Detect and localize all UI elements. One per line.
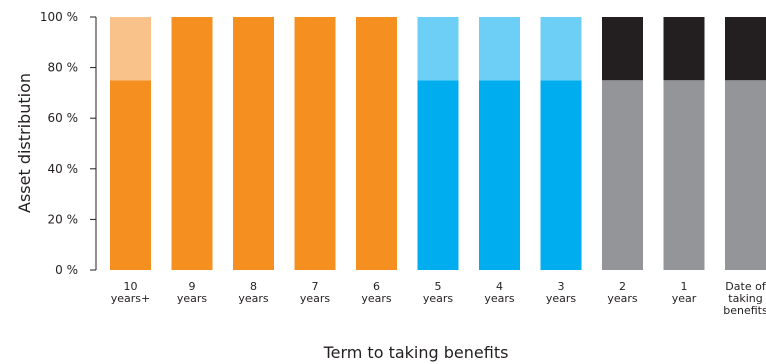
- bar-segment-1-2: [110, 17, 151, 81]
- y-tick-label: 100 %: [40, 10, 78, 24]
- bar-segment-9-1: [602, 80, 643, 270]
- bar-segment-10-2: [663, 17, 705, 81]
- bar-segment-3-1: [233, 17, 274, 270]
- x-tick-label: 5 years: [423, 280, 454, 305]
- x-axis-label: Term to taking benefits: [323, 343, 509, 362]
- y-axis-label: Asset distribution: [15, 73, 34, 213]
- y-tick-label: 20 %: [48, 212, 79, 226]
- y-axis: 0 % 20 % 40 % 60 % 80 % 100 %: [40, 10, 97, 277]
- x-tick-label: 1 year: [672, 280, 697, 305]
- bar-segment-6-1: [417, 80, 459, 270]
- bar-segment-4-1: [294, 17, 336, 270]
- x-axis: 10 years+ 9 years 8 years 7 years 6 years 5 years 4 y…: [111, 280, 766, 317]
- bar-segment-11-1: [725, 80, 766, 270]
- x-tick-label: 6 years: [361, 280, 392, 305]
- x-tick-label: Date of taking benefits: [723, 280, 766, 317]
- y-tick-label: 40 %: [48, 162, 79, 176]
- bar-segment-11-2: [725, 17, 766, 81]
- y-tick-label: 0 %: [55, 263, 78, 277]
- bar-segment-8-2: [540, 17, 582, 81]
- y-tick-label: 80 %: [48, 61, 79, 75]
- x-tick-label: 9 years: [177, 280, 208, 305]
- bar-segment-5-1: [356, 17, 397, 270]
- x-tick-label: 2 years: [607, 280, 638, 305]
- bar-segment-7-2: [479, 17, 520, 81]
- y-tick-label: 60 %: [48, 111, 79, 125]
- bar-segment-1-1: [110, 80, 151, 270]
- bar-segment-6-2: [417, 17, 459, 81]
- x-tick-label: 10 years+: [111, 280, 151, 305]
- bar-segment-10-1: [663, 80, 705, 270]
- x-tick-label: 3 years: [546, 280, 577, 305]
- bar-segment-9-2: [602, 17, 643, 81]
- bar-segment-8-1: [540, 80, 582, 270]
- bar-segment-7-1: [479, 80, 520, 270]
- x-tick-label: 7 years: [300, 280, 331, 305]
- bars: [110, 17, 766, 270]
- x-tick-label: 4 years: [484, 280, 515, 305]
- x-tick-label: 8 years: [238, 280, 269, 305]
- bar-segment-2-1: [171, 17, 213, 270]
